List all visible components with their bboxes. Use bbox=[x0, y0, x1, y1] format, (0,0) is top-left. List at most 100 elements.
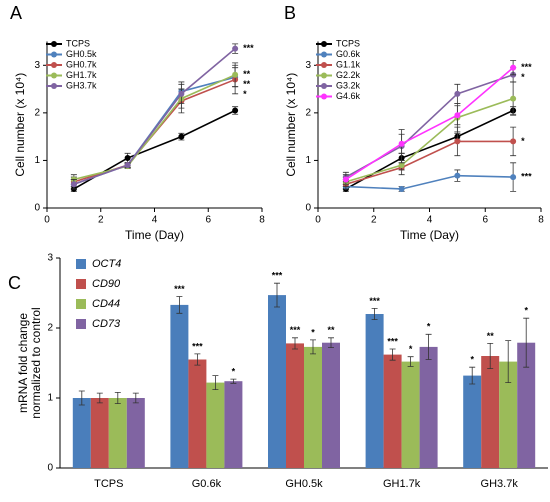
x-tick-label: GH0.5k bbox=[285, 478, 323, 490]
series-line bbox=[73, 48, 236, 185]
error-bar bbox=[389, 348, 396, 361]
bar bbox=[365, 314, 384, 468]
significance: * bbox=[311, 327, 315, 337]
significance: *** bbox=[521, 171, 532, 181]
data-point bbox=[342, 176, 349, 183]
x-tick-label: 2 bbox=[98, 215, 104, 226]
series-line bbox=[73, 74, 236, 181]
error-bar bbox=[469, 366, 476, 385]
series-line bbox=[345, 67, 514, 181]
error-bar bbox=[212, 375, 219, 390]
bar bbox=[126, 398, 145, 468]
legend-label: G1.1k bbox=[336, 59, 361, 69]
significance: *** bbox=[387, 336, 398, 346]
error-bar bbox=[132, 392, 139, 404]
significance: *** bbox=[272, 271, 283, 281]
significance: * bbox=[470, 355, 474, 365]
legend-label: G4.6k bbox=[336, 91, 361, 101]
legend-label: CD73 bbox=[92, 318, 121, 330]
legend-marker bbox=[321, 51, 327, 58]
significance: * bbox=[521, 136, 525, 146]
error-bar bbox=[114, 392, 121, 404]
bar bbox=[72, 398, 91, 468]
significance: * bbox=[427, 322, 431, 332]
error-bar bbox=[194, 353, 201, 366]
x-tick-label: 0 bbox=[44, 215, 50, 226]
legend-label: G2.2k bbox=[336, 70, 361, 80]
error-bar bbox=[487, 343, 494, 369]
legend-label: GH0.5k bbox=[66, 49, 97, 59]
data-point bbox=[232, 45, 239, 52]
data-point bbox=[232, 71, 239, 78]
x-tick-label: 4 bbox=[427, 215, 433, 226]
y-axis-label: Cell number (x 10⁴) bbox=[284, 73, 298, 177]
data-point bbox=[510, 64, 517, 71]
series-line bbox=[345, 97, 514, 183]
legend-marker bbox=[51, 41, 57, 47]
series-line bbox=[345, 74, 514, 178]
data-point bbox=[454, 90, 461, 97]
panel-label: C bbox=[8, 273, 21, 293]
data-point bbox=[124, 162, 131, 169]
legend-label: CD90 bbox=[92, 278, 121, 290]
data-point bbox=[398, 185, 405, 192]
bar bbox=[419, 346, 438, 468]
panel-label: B bbox=[284, 3, 296, 23]
x-tick-label: 6 bbox=[482, 215, 488, 226]
bar bbox=[286, 343, 304, 468]
x-tick-label: 8 bbox=[538, 215, 544, 226]
bar bbox=[188, 359, 207, 468]
y-tick-label: 3 bbox=[47, 253, 53, 264]
x-tick-label: G0.6k bbox=[192, 478, 222, 490]
significance: ** bbox=[327, 325, 335, 335]
bar bbox=[224, 381, 243, 468]
x-tick-label: 0 bbox=[315, 215, 321, 226]
legend-label: TCPS bbox=[336, 38, 360, 48]
significance: *** bbox=[290, 325, 301, 335]
x-tick-label: GH1.7k bbox=[383, 478, 421, 490]
significance: ** bbox=[243, 79, 251, 89]
y-tick-label: 2 bbox=[34, 107, 40, 118]
panel-label: A bbox=[10, 3, 22, 23]
y-tick-label: 0 bbox=[47, 463, 53, 474]
data-point bbox=[398, 162, 405, 169]
data-point bbox=[398, 140, 405, 147]
y-tick-label: 3 bbox=[34, 60, 40, 71]
bar bbox=[481, 356, 500, 468]
x-axis-label: Time (Day) bbox=[125, 228, 184, 242]
error-bar bbox=[328, 337, 334, 348]
legend-marker bbox=[321, 83, 327, 89]
error-bar bbox=[371, 308, 378, 320]
error-bar bbox=[274, 282, 280, 308]
error-bar bbox=[425, 333, 432, 360]
legend-label: G3.2k bbox=[336, 80, 361, 90]
data-point bbox=[70, 181, 77, 188]
bar bbox=[463, 375, 482, 468]
significance: * bbox=[232, 366, 236, 376]
significance: * bbox=[409, 344, 413, 354]
y-tick-label: 1 bbox=[305, 155, 311, 166]
error-bar bbox=[230, 378, 237, 384]
data-point bbox=[510, 174, 517, 181]
bar bbox=[90, 398, 109, 468]
x-tick-label: TCPS bbox=[94, 478, 123, 490]
legend-marker bbox=[321, 93, 327, 100]
y-tick-label: 1 bbox=[34, 155, 40, 166]
legend-label: TCPS bbox=[66, 38, 90, 48]
y-axis-label: normalized to control bbox=[29, 307, 43, 418]
y-axis-label: mRNA fold change bbox=[16, 313, 30, 413]
bar bbox=[268, 295, 286, 468]
legend-marker bbox=[51, 51, 57, 58]
significance: *** bbox=[521, 62, 532, 72]
bar bbox=[383, 354, 402, 468]
y-tick-label: 2 bbox=[47, 323, 53, 334]
error-bar bbox=[505, 340, 512, 383]
legend-swatch bbox=[76, 299, 86, 309]
legend-label: OCT4 bbox=[92, 258, 121, 270]
x-tick-label: 4 bbox=[152, 215, 158, 226]
x-tick-label: 2 bbox=[371, 215, 377, 226]
significance: * bbox=[243, 89, 247, 99]
legend-label: CD44 bbox=[92, 298, 120, 310]
legend-marker bbox=[51, 62, 57, 68]
